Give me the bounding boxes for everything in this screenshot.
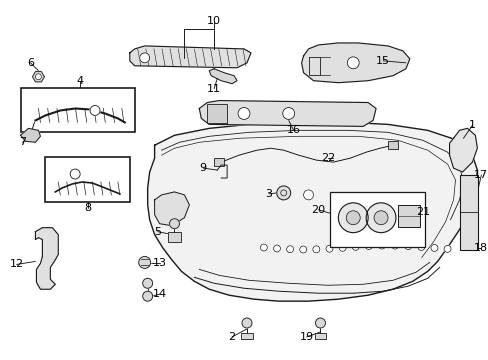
Circle shape [365,243,371,249]
Text: 9: 9 [199,163,206,173]
Bar [387,141,397,149]
Bar [167,231,181,242]
Polygon shape [147,122,476,301]
Circle shape [282,108,294,120]
Bar [314,333,326,339]
Circle shape [372,195,382,205]
Circle shape [139,256,150,269]
Circle shape [373,211,387,225]
Polygon shape [199,100,375,126]
Circle shape [303,190,313,200]
Text: 22: 22 [321,153,335,163]
Text: 21: 21 [415,207,429,217]
Polygon shape [301,43,409,83]
Circle shape [242,318,251,328]
Text: 5: 5 [154,227,161,237]
Bar [207,104,226,123]
Polygon shape [36,228,58,289]
Circle shape [346,211,360,225]
Text: 16: 16 [286,125,300,135]
Text: 17: 17 [473,170,488,180]
Circle shape [142,278,152,288]
Circle shape [404,243,411,249]
Text: 18: 18 [473,243,488,252]
Circle shape [338,203,367,233]
Circle shape [325,245,332,252]
Polygon shape [154,192,189,226]
Text: 10: 10 [207,16,221,26]
Circle shape [312,246,319,253]
Polygon shape [209,69,237,84]
Text: 8: 8 [84,203,91,213]
Text: 11: 11 [207,84,221,94]
Circle shape [273,245,280,252]
Circle shape [276,186,290,200]
Circle shape [36,74,41,80]
Bar [330,192,424,247]
Circle shape [299,246,306,253]
Text: 7: 7 [19,137,26,147]
Circle shape [443,246,450,252]
Circle shape [238,108,249,120]
Circle shape [407,210,417,220]
Text: 6: 6 [27,58,34,68]
Circle shape [430,244,437,251]
Bar [241,333,252,339]
Circle shape [286,246,293,253]
Text: 15: 15 [375,56,389,66]
Circle shape [417,243,424,251]
Circle shape [346,57,359,69]
Circle shape [351,243,359,250]
Text: 1: 1 [468,120,475,130]
Circle shape [339,244,346,251]
Bar [460,175,477,249]
Circle shape [142,291,152,301]
Polygon shape [129,46,250,68]
Text: 14: 14 [152,289,166,299]
Bar [45,157,129,202]
Circle shape [378,242,385,249]
Polygon shape [32,72,44,82]
Text: 4: 4 [77,76,83,86]
Text: 3: 3 [265,189,272,199]
Polygon shape [448,129,476,172]
Text: 2: 2 [228,332,235,342]
Polygon shape [20,129,41,142]
Circle shape [90,105,100,116]
Circle shape [366,203,395,233]
Text: 19: 19 [299,332,313,342]
Circle shape [260,244,267,251]
Bar [214,158,224,166]
Circle shape [169,219,179,229]
Bar [20,87,135,132]
Text: 20: 20 [311,205,325,215]
Circle shape [140,53,149,63]
Text: 13: 13 [152,258,166,269]
Circle shape [391,242,398,249]
Circle shape [315,318,325,328]
Circle shape [70,169,80,179]
Bar [397,205,419,227]
Text: 12: 12 [9,260,23,269]
